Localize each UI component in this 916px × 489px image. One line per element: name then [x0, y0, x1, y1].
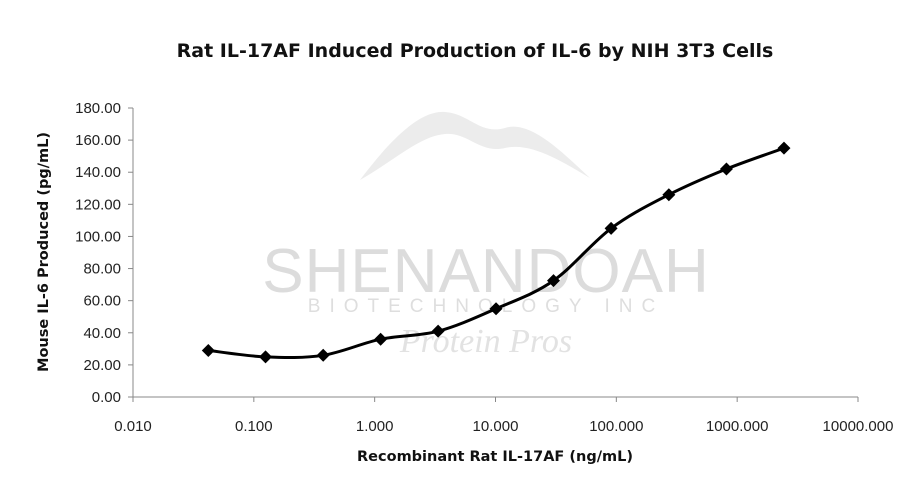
- y-tick-label: 20.00: [83, 357, 121, 374]
- data-point: [201, 343, 215, 357]
- y-tick-label: 140.00: [75, 164, 121, 181]
- x-axis-title: Recombinant Rat IL-17AF (ng/mL): [357, 449, 633, 465]
- data-point: [489, 302, 503, 316]
- data-point: [547, 274, 561, 288]
- data-point: [431, 324, 445, 338]
- x-tick-label: 1.000: [356, 418, 394, 435]
- data-point: [259, 350, 273, 364]
- data-point: [662, 188, 676, 202]
- x-axis-ticks: 0.010 0.100 1.000 10.000 100.000 1000.000 1000…: [114, 397, 893, 435]
- y-tick-label: 80.00: [83, 261, 121, 278]
- watermark-brand: SHENANDOAH: [262, 237, 710, 306]
- y-tick-label: 100.00: [75, 228, 121, 245]
- y-tick-label: 60.00: [83, 293, 121, 310]
- data-point: [604, 221, 618, 235]
- series-il6: [201, 141, 791, 364]
- x-tick-label: 0.100: [235, 418, 273, 435]
- data-point: [374, 332, 388, 346]
- y-axis-title: Mouse IL-6 Produced (pg/mL): [36, 132, 52, 372]
- data-point: [719, 162, 733, 176]
- y-tick-label: 0.00: [92, 389, 121, 406]
- y-tick-label: 120.00: [75, 196, 121, 213]
- watermark-sub: BIOTECHNOLOGY INC: [308, 296, 664, 317]
- chart-title: Rat IL-17AF Induced Production of IL-6 b…: [177, 40, 774, 62]
- x-tick-label: 100.000: [589, 418, 643, 435]
- x-tick-label: 0.010: [114, 418, 152, 435]
- y-tick-label: 180.00: [75, 100, 121, 117]
- x-tick-label: 10000.000: [823, 418, 894, 435]
- data-point: [316, 348, 330, 362]
- y-axis-ticks: 0.00 20.00 40.00 60.00 80.00 100.00 120.00 140.…: [75, 100, 133, 406]
- watermark-tagline: Protein Pros: [399, 323, 572, 360]
- y-tick-label: 160.00: [75, 132, 121, 149]
- x-tick-label: 10.000: [473, 418, 519, 435]
- watermark: SHENANDOAH BIOTECHNOLOGY INC Protein Pro…: [262, 111, 710, 360]
- watermark-mountain-logo: [360, 111, 590, 180]
- x-tick-label: 1000.000: [706, 418, 769, 435]
- data-point: [777, 141, 791, 155]
- y-tick-label: 40.00: [83, 325, 121, 342]
